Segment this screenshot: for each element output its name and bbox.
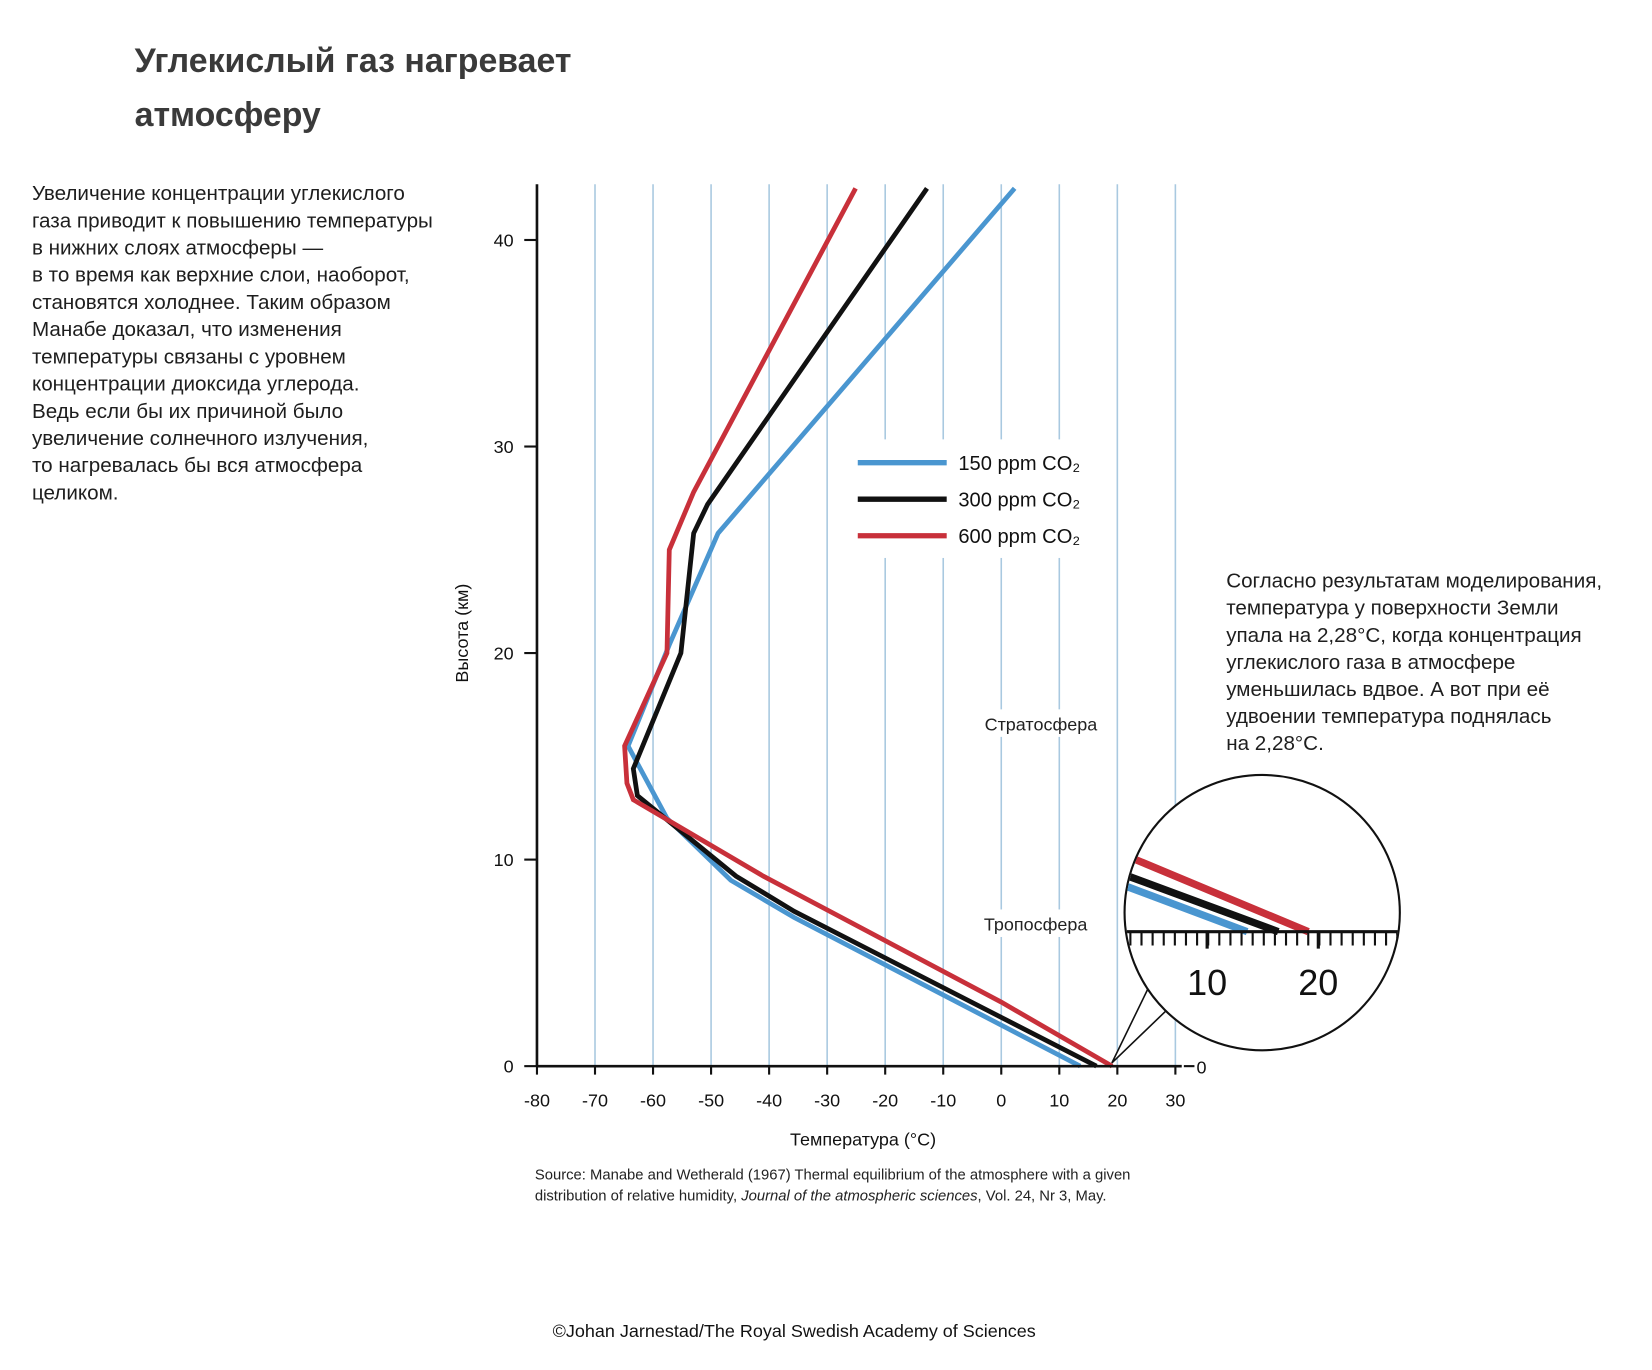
description-line: то нагревалась бы вся атмосфера: [32, 454, 363, 477]
description-line: концентрации диоксида углерода.: [32, 373, 360, 396]
note-line: температура у поверхности Земли: [1226, 597, 1558, 620]
description-line: газа приводит к повышению температуры: [32, 209, 433, 232]
y-tick-label: 0: [504, 1056, 514, 1076]
inset-tick-label: 20: [1298, 962, 1338, 1003]
description-line: в нижних слоях атмосферы —: [32, 237, 324, 260]
chart-title: атмосферу: [135, 96, 321, 134]
note-line: уменьшилась вдвое. А вот при её: [1226, 678, 1549, 701]
y-axis-label: Высота (км): [452, 584, 472, 683]
inset: [1125, 776, 1399, 946]
label-bg: [975, 709, 1107, 737]
note-line: углекислого газа в атмосфере: [1226, 651, 1515, 674]
legend-label: 300 ppm CO₂: [958, 490, 1080, 512]
x-tick-label: -10: [930, 1090, 956, 1110]
y-tick-label: 10: [494, 850, 514, 870]
x-tick-label: -50: [698, 1090, 724, 1110]
annotation: Стратосфера: [985, 715, 1098, 735]
inset-line: [1125, 776, 1280, 936]
description-line: Ведь если бы их причиной было: [32, 400, 343, 423]
x-tick-label: -20: [872, 1090, 898, 1110]
note-line: Согласно результатам моделирования,: [1226, 570, 1602, 593]
y-tick-label: 0: [1197, 1058, 1207, 1078]
description-line: в то время как верхние слои, наоборот,: [32, 264, 410, 287]
label-bg: [969, 909, 1102, 937]
x-tick-label: -40: [756, 1090, 782, 1110]
credit: ©Johan Jarnestad/The Royal Swedish Acade…: [553, 1321, 1036, 1341]
x-tick-label: 10: [1049, 1090, 1069, 1110]
description-line: целиком.: [32, 481, 119, 504]
series-line: [622, 187, 1114, 1069]
legend-label: 150 ppm CO₂: [958, 453, 1080, 475]
source-part: distribution of relative humidity,: [535, 1189, 741, 1205]
series-line: [625, 186, 1082, 1069]
source: distribution of relative humidity, Journ…: [535, 1189, 1107, 1205]
x-tick-label: -30: [814, 1090, 840, 1110]
source: Source: Manabe and Wetherald (1967) Ther…: [535, 1167, 1131, 1183]
annotation: Тропосфера: [984, 915, 1088, 935]
y-tick-label: 30: [494, 437, 514, 457]
description-line: становятся холоднее. Таким образом: [32, 291, 391, 314]
x-tick-label: 30: [1165, 1090, 1185, 1110]
x-tick-label: 0: [996, 1090, 1006, 1110]
inset-line: [1125, 776, 1310, 936]
note-line: упала на 2,28°C, когда концентрация: [1226, 624, 1582, 647]
legend-label: 600 ppm CO₂: [958, 526, 1080, 548]
source-part: Journal of the atmospheric sciences: [740, 1189, 978, 1205]
note-line: удвоении температура поднялась: [1226, 705, 1551, 728]
source-part: , Vol. 24, Nr 3, May.: [978, 1189, 1107, 1205]
x-tick-label: -80: [524, 1090, 550, 1110]
x-axis-label: Температура (°C): [790, 1130, 936, 1150]
x-tick-label: -70: [582, 1090, 608, 1110]
y-tick-label: 40: [494, 230, 514, 250]
inset-tick-label: 10: [1187, 962, 1227, 1003]
x-tick-label: -60: [640, 1090, 666, 1110]
description-line: Увеличение концентрации углекислого: [32, 182, 405, 205]
note-line: на 2,28°C.: [1226, 732, 1324, 755]
series-line: [630, 186, 1098, 1069]
x-tick-label: 20: [1107, 1090, 1127, 1110]
description-line: Манабе доказал, что изменения: [32, 318, 342, 341]
y-tick-label: 20: [494, 643, 514, 663]
chart-title: Углекислый газ нагревает: [135, 42, 572, 80]
description-line: увеличение солнечного излучения,: [32, 427, 368, 450]
description-line: температуры связаны с уровнем: [32, 345, 346, 368]
